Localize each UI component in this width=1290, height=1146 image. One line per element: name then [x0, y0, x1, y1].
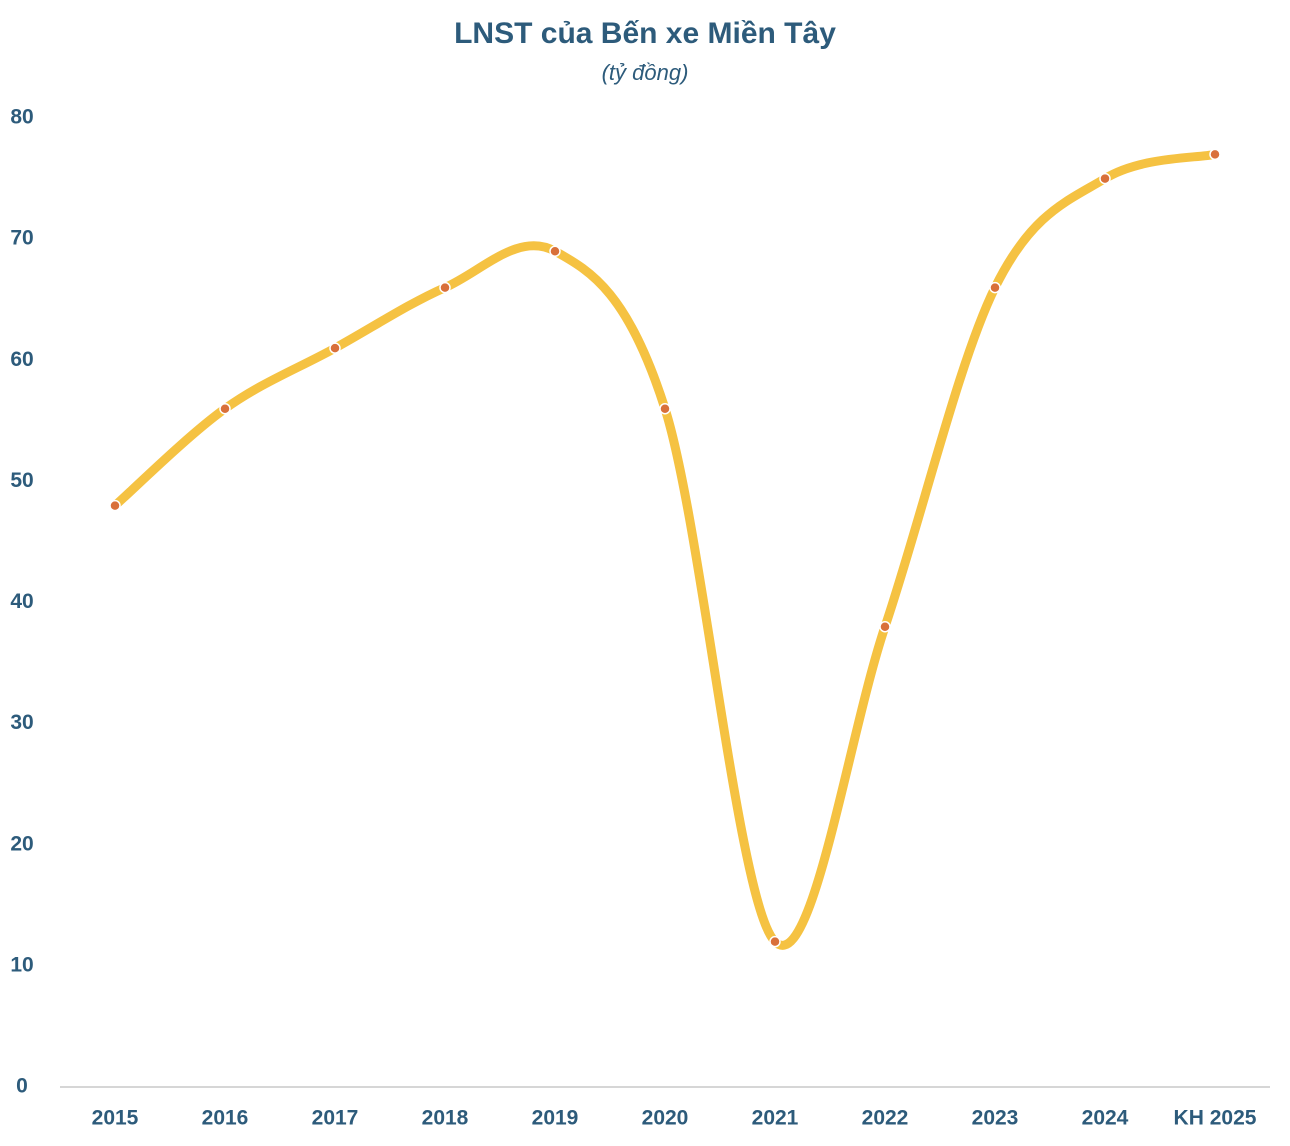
- x-tick-label: 2017: [312, 1107, 359, 1130]
- marker: [549, 245, 561, 257]
- x-tick-label: 2023: [972, 1107, 1019, 1130]
- y-tick-label: 10: [10, 953, 33, 976]
- marker: [1099, 172, 1111, 185]
- chart-subtitle: (tỷ đồng): [602, 60, 689, 85]
- x-tick-label: 2020: [642, 1107, 689, 1130]
- x-tick-label: 2016: [202, 1107, 249, 1130]
- marker: [1209, 148, 1221, 161]
- marker: [769, 935, 781, 948]
- marker: [439, 281, 451, 294]
- x-tick-label: 2019: [532, 1107, 579, 1130]
- y-tick-label: 60: [10, 348, 33, 371]
- x-tick-label: KH 2025: [1174, 1107, 1257, 1130]
- y-tick-label: 40: [10, 590, 33, 613]
- y-tick-label: 80: [10, 106, 33, 129]
- line: [110, 149, 1220, 950]
- marker: [329, 342, 341, 354]
- marker: [659, 402, 671, 415]
- x-tick-label: 2021: [752, 1107, 799, 1130]
- x-tick-label: 2018: [422, 1107, 469, 1130]
- chart-title: LNST của Bến xe Miền Tây: [454, 17, 836, 50]
- y-tick-label: 20: [10, 832, 33, 855]
- y-tick-label: 0: [16, 1075, 28, 1098]
- y-tick-label: 70: [10, 227, 33, 250]
- marker: [109, 499, 121, 512]
- marker: [219, 402, 231, 415]
- x-tick-label: 2024: [1082, 1107, 1129, 1130]
- marker: [989, 281, 1001, 294]
- marker: [879, 620, 891, 633]
- y-tick-label: 50: [10, 469, 33, 492]
- x-tick-label: 2015: [92, 1107, 139, 1130]
- x-tick-label: 2022: [862, 1107, 909, 1130]
- y-tick-label: 30: [10, 711, 33, 734]
